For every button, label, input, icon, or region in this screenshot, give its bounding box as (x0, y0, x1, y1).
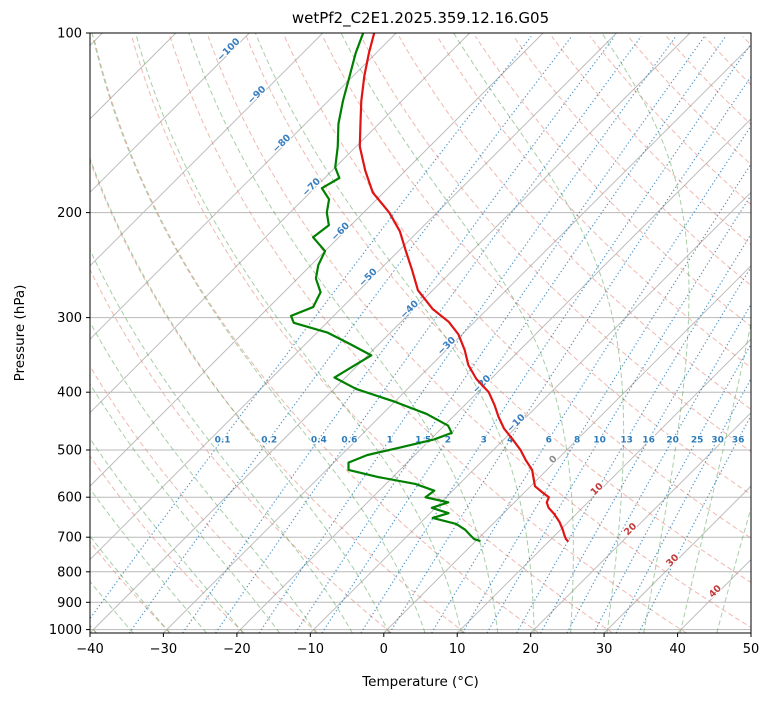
svg-text:16: 16 (642, 435, 655, 445)
x-axis-label: Temperature (°C) (362, 674, 479, 690)
svg-text:−10: −10 (297, 642, 324, 657)
svg-text:30: 30 (596, 642, 613, 657)
svg-text:36: 36 (732, 435, 745, 445)
svg-text:0.4: 0.4 (311, 435, 327, 445)
svg-text:40: 40 (669, 642, 686, 657)
svg-text:20: 20 (522, 642, 539, 657)
svg-text:2: 2 (445, 435, 451, 445)
svg-text:−30: −30 (150, 642, 177, 657)
svg-text:10: 10 (589, 481, 606, 498)
chart-title: wetPf2_C2E1.2025.359.12.16.G05 (291, 9, 550, 27)
svg-text:600: 600 (57, 491, 82, 506)
svg-text:30: 30 (711, 435, 724, 445)
svg-text:800: 800 (57, 565, 82, 580)
svg-text:−20: −20 (223, 642, 250, 657)
svg-text:0.2: 0.2 (261, 435, 277, 445)
svg-text:50: 50 (743, 642, 760, 657)
svg-text:100: 100 (57, 27, 82, 42)
svg-text:30: 30 (664, 552, 681, 569)
svg-text:0: 0 (380, 642, 388, 657)
svg-text:−50: −50 (357, 266, 380, 289)
svg-text:900: 900 (57, 596, 82, 611)
svg-text:−40: −40 (76, 642, 103, 657)
svg-text:−80: −80 (271, 132, 294, 155)
svg-text:500: 500 (57, 444, 82, 459)
svg-text:8: 8 (574, 435, 580, 445)
svg-text:−60: −60 (329, 220, 352, 243)
svg-text:13: 13 (620, 435, 633, 445)
svg-text:10: 10 (593, 435, 606, 445)
svg-text:−10: −10 (505, 412, 528, 435)
svg-text:4: 4 (507, 435, 513, 445)
svg-text:25: 25 (691, 435, 704, 445)
svg-text:6: 6 (546, 435, 552, 445)
svg-text:−90: −90 (246, 84, 269, 107)
svg-text:10: 10 (449, 642, 466, 657)
svg-text:20: 20 (666, 435, 679, 445)
svg-text:20: 20 (622, 521, 639, 538)
svg-text:1000: 1000 (49, 623, 82, 638)
svg-text:−70: −70 (300, 176, 323, 199)
svg-text:400: 400 (57, 386, 82, 401)
svg-text:300: 300 (57, 311, 82, 326)
svg-text:1: 1 (387, 435, 393, 445)
svg-text:700: 700 (57, 531, 82, 546)
svg-text:−100: −100 (215, 36, 243, 64)
svg-text:200: 200 (57, 206, 82, 221)
svg-text:0.6: 0.6 (341, 435, 357, 445)
svg-text:3: 3 (481, 435, 487, 445)
svg-text:0: 0 (547, 453, 560, 466)
svg-text:0.1: 0.1 (215, 435, 231, 445)
svg-text:40: 40 (707, 583, 724, 600)
